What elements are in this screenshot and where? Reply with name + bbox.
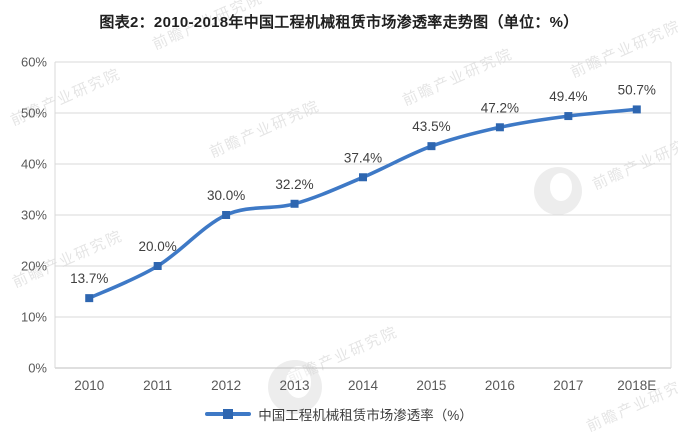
legend-square-icon xyxy=(223,409,234,419)
svg-text:2011: 2011 xyxy=(143,378,172,393)
svg-text:50%: 50% xyxy=(21,106,47,121)
svg-text:43.5%: 43.5% xyxy=(412,119,450,134)
svg-text:2014: 2014 xyxy=(348,378,379,393)
svg-text:32.2%: 32.2% xyxy=(275,177,313,192)
svg-text:60%: 60% xyxy=(21,55,47,70)
svg-text:20%: 20% xyxy=(21,259,47,274)
svg-text:20.0%: 20.0% xyxy=(139,239,177,254)
svg-text:2015: 2015 xyxy=(416,378,446,393)
svg-text:30%: 30% xyxy=(21,208,47,223)
svg-text:2010: 2010 xyxy=(74,378,104,393)
svg-text:2016: 2016 xyxy=(485,378,515,393)
legend-label: 中国工程机械租赁市场渗透率（%） xyxy=(258,408,473,423)
svg-text:2017: 2017 xyxy=(553,378,583,393)
svg-text:10%: 10% xyxy=(21,310,47,325)
svg-text:0%: 0% xyxy=(28,361,47,376)
svg-text:47.2%: 47.2% xyxy=(481,100,519,115)
svg-text:30.0%: 30.0% xyxy=(207,188,245,203)
svg-text:2018E: 2018E xyxy=(617,378,656,393)
svg-text:40%: 40% xyxy=(21,157,47,172)
svg-text:37.4%: 37.4% xyxy=(344,150,382,165)
legend-line-icon xyxy=(205,409,252,419)
svg-text:2013: 2013 xyxy=(280,378,310,393)
legend: 中国工程机械租赁市场渗透率（%） xyxy=(0,404,678,424)
svg-text:2012: 2012 xyxy=(211,378,241,393)
svg-text:49.4%: 49.4% xyxy=(549,89,587,104)
svg-text:13.7%: 13.7% xyxy=(70,271,108,286)
svg-text:50.7%: 50.7% xyxy=(618,82,656,97)
chart-title: 图表2：2010-2018年中国工程机械租赁市场渗透率走势图（单位：%） xyxy=(99,14,579,31)
